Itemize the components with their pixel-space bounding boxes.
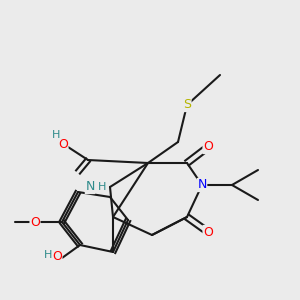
Text: H: H [44,250,52,260]
Text: H: H [52,130,60,140]
Text: N: N [197,178,207,191]
Text: O: O [52,250,62,262]
Text: O: O [203,140,213,154]
Text: N: N [85,181,95,194]
Text: O: O [30,215,40,229]
Text: O: O [58,139,68,152]
Text: H: H [98,182,106,192]
Text: S: S [183,98,191,112]
Text: O: O [203,226,213,238]
